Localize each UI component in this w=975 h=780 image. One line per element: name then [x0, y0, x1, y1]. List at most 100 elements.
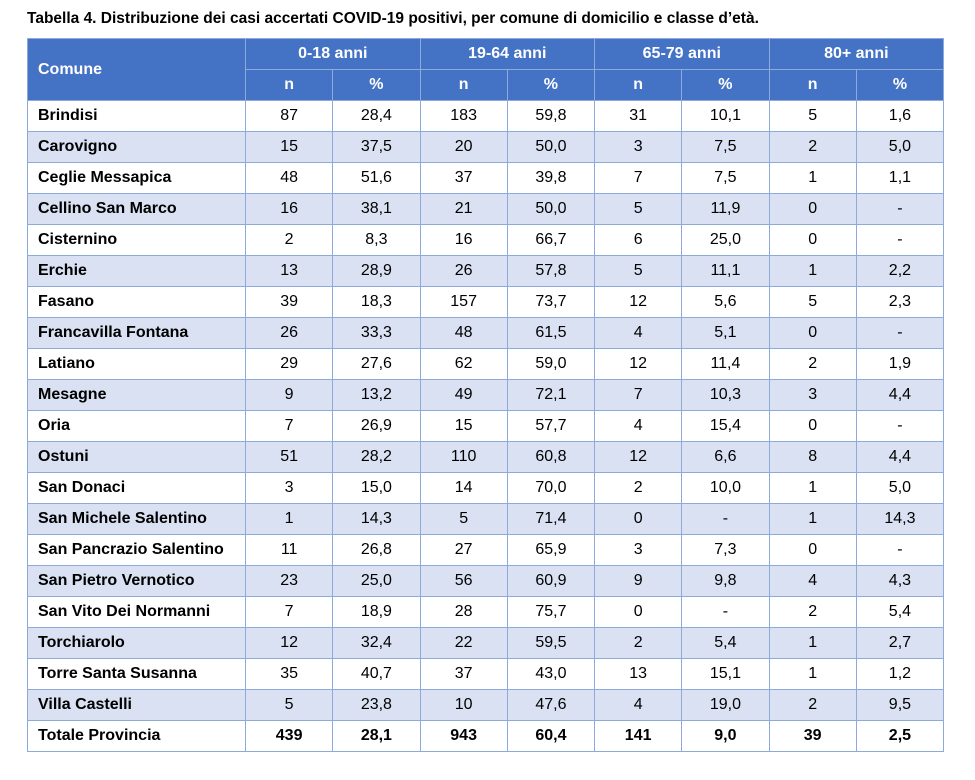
value-cell: 12 [594, 286, 683, 318]
value-cell: 0 [768, 410, 857, 442]
table-row: Ostuni 51 28,2 110 60,8 12 6,6 8 4,4 [27, 441, 945, 473]
table-row: Villa Castelli 5 23,8 10 47,6 4 19,0 2 9,5 [27, 689, 945, 721]
value-cell: 5,4 [681, 627, 770, 659]
value-cell: 47,6 [506, 689, 596, 721]
table-row: Latiano 29 27,6 62 59,0 12 11,4 2 1,9 [27, 348, 945, 380]
table-row: San Donaci 3 15,0 14 70,0 2 10,0 1 5,0 [27, 472, 945, 504]
value-cell: 23,8 [332, 689, 421, 721]
value-cell: 9,8 [681, 565, 770, 597]
value-cell: 2 [594, 472, 683, 504]
comune-cell: Ostuni [27, 441, 246, 473]
comune-cell: Fasano [27, 286, 246, 318]
table-row: Carovigno 15 37,5 20 50,0 3 7,5 2 5,0 [27, 131, 945, 163]
table-header: Comune 0-18 anni 19-64 anni 65-79 anni 80+ a… [27, 38, 945, 101]
value-cell: 6,6 [681, 441, 770, 473]
value-cell: 59,5 [506, 627, 596, 659]
value-cell: 60,8 [506, 441, 596, 473]
value-cell: 12 [594, 441, 683, 473]
value-cell: 12 [594, 348, 683, 380]
value-cell: 3 [768, 379, 857, 411]
value-cell: 3 [244, 472, 334, 504]
group-header: 0-18 anni [245, 38, 421, 70]
value-cell: 22 [419, 627, 508, 659]
table-row: Brindisi 87 28,4 183 59,8 31 10,1 5 1,6 [27, 100, 945, 132]
table-row: Francavilla Fontana 26 33,3 48 61,5 4 5,1 0- [27, 317, 945, 349]
sub-header: n [594, 69, 683, 101]
value-cell: 5,6 [681, 286, 770, 318]
comune-cell: San Pancrazio Salentino [27, 534, 246, 566]
value-cell: 28,4 [332, 100, 421, 132]
value-cell: 59,0 [506, 348, 596, 380]
value-cell: 1 [768, 627, 857, 659]
value-cell: 26 [419, 255, 508, 287]
value-cell: 0 [768, 534, 857, 566]
table: Comune 0-18 anni 19-64 anni 65-79 anni 80+ a… [27, 38, 945, 752]
value-cell: 14,3 [855, 503, 945, 535]
table-row: Oria 7 26,9 15 57,7 4 15,4 0- [27, 410, 945, 442]
value-cell: 0 [594, 503, 683, 535]
value-cell: 28,1 [332, 720, 421, 752]
value-cell: 6 [594, 224, 683, 256]
value-cell: 0 [768, 224, 857, 256]
comune-cell: Torre Santa Susanna [27, 658, 246, 690]
comune-cell: Cisternino [27, 224, 246, 256]
value-cell: 1 [768, 255, 857, 287]
group-header: 80+ anni [768, 38, 945, 70]
table-row: Mesagne 9 13,2 49 72,1 7 10,3 3 4,4 [27, 379, 945, 411]
value-cell: 5,4 [855, 596, 945, 628]
value-cell: 5 [768, 286, 857, 318]
comune-cell: Torchiarolo [27, 627, 246, 659]
value-cell: 50,0 [506, 131, 596, 163]
sub-header: % [506, 69, 596, 101]
value-cell: 16 [244, 193, 334, 225]
value-cell: 65,9 [506, 534, 596, 566]
value-cell: - [681, 596, 770, 628]
value-cell: 16 [419, 224, 508, 256]
value-cell: 1,2 [855, 658, 945, 690]
table-row: San Michele Salentino 1 14,3 5 71,4 0-1 14,3 [27, 503, 945, 535]
value-cell: 1,9 [855, 348, 945, 380]
value-cell: 38,1 [332, 193, 421, 225]
value-cell: 4 [768, 565, 857, 597]
comune-cell: Francavilla Fontana [27, 317, 246, 349]
table-row: Cellino San Marco 16 38,1 21 50,0 5 11,9 0- [27, 193, 945, 225]
value-cell: 62 [419, 348, 508, 380]
value-cell: 10,1 [681, 100, 770, 132]
comune-cell: Brindisi [27, 100, 246, 132]
comune-cell: San Vito Dei Normanni [27, 596, 246, 628]
value-cell: 13 [594, 658, 683, 690]
value-cell: 48 [244, 162, 334, 194]
value-cell: 37 [419, 162, 508, 194]
value-cell: 25,0 [332, 565, 421, 597]
group-header: 65-79 anni [594, 38, 770, 70]
value-cell: 40,7 [332, 658, 421, 690]
value-cell: 8 [768, 441, 857, 473]
value-cell: 2 [768, 596, 857, 628]
value-cell: 28,2 [332, 441, 421, 473]
value-cell: 183 [419, 100, 508, 132]
value-cell: 27 [419, 534, 508, 566]
header-cell: Comune [27, 38, 246, 101]
value-cell: 0 [594, 596, 683, 628]
value-cell: 4,4 [855, 379, 945, 411]
value-cell: 11,4 [681, 348, 770, 380]
value-cell: 2 [768, 348, 857, 380]
comune-cell: Ceglie Messapica [27, 162, 246, 194]
value-cell: 33,3 [332, 317, 421, 349]
table-title: Tabella 4. Distribuzione dei casi accert… [27, 10, 759, 27]
value-cell: 39 [768, 720, 857, 752]
comune-cell: San Pietro Vernotico [27, 565, 246, 597]
value-cell: 11,9 [681, 193, 770, 225]
comune-cell: Totale Provincia [27, 720, 246, 752]
value-cell: 9 [594, 565, 683, 597]
value-cell: 1,1 [855, 162, 945, 194]
value-cell: 26,9 [332, 410, 421, 442]
value-cell: 66,7 [506, 224, 596, 256]
value-cell: - [855, 224, 945, 256]
value-cell: 72,1 [506, 379, 596, 411]
value-cell: 43,0 [506, 658, 596, 690]
value-cell: 7 [244, 410, 334, 442]
value-cell: 10,0 [681, 472, 770, 504]
value-cell: 15 [244, 131, 334, 163]
